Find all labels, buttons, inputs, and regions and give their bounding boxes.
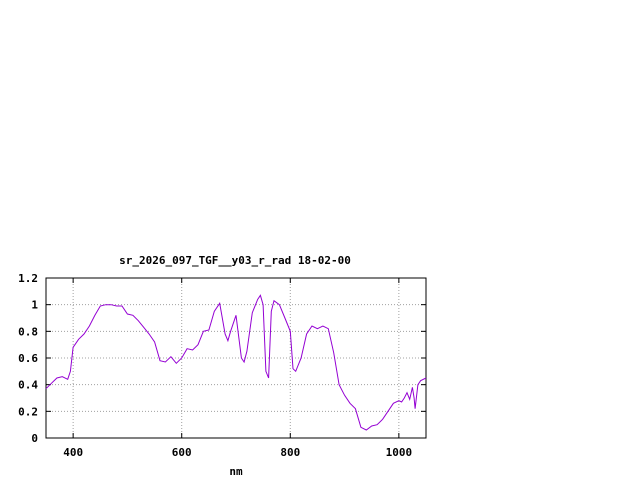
y-tick-label: 0.6 <box>18 352 38 365</box>
x-tick-label: 600 <box>172 446 192 459</box>
x-tick-label: 1000 <box>386 446 413 459</box>
series-line <box>45 294 427 431</box>
x-axis-label: nm <box>229 465 243 478</box>
y-tick-label: 0.8 <box>18 325 38 338</box>
y-tick-label: 1.2 <box>18 272 38 285</box>
y-tick-label: 1 <box>31 299 38 312</box>
chart-title: sr_2026_097_TGF__y03_r_rad 18-02-00 <box>119 254 351 267</box>
grid-lines <box>46 278 426 438</box>
y-tick-label: 0.2 <box>18 405 38 418</box>
x-tick-label: 800 <box>280 446 300 459</box>
y-tick-label: 0 <box>31 432 38 445</box>
x-tick-label: 400 <box>63 446 83 459</box>
y-axis: 0 0.2 0.4 0.6 0.8 1 1.2 <box>18 272 426 445</box>
x-axis: 400 600 800 1000 <box>63 278 412 459</box>
y-tick-label: 0.4 <box>18 379 38 392</box>
